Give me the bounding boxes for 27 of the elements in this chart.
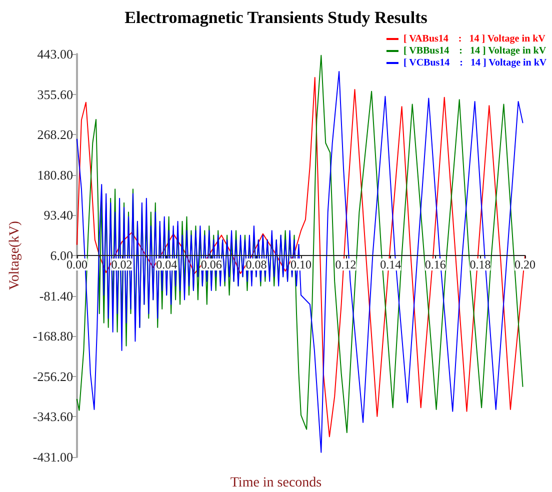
x-tick-label: 0.12 <box>335 258 356 272</box>
x-tick-label: 0.06 <box>200 258 222 272</box>
x-tick-label: 0.20 <box>514 258 536 272</box>
y-tick-label: -81.40 <box>39 288 73 304</box>
x-tick-label: 0.16 <box>424 258 446 272</box>
y-tick-label: 180.80 <box>37 167 73 182</box>
x-tick-label: 0.10 <box>290 258 312 272</box>
y-tick-label: 355.60 <box>37 86 73 102</box>
y-tick-label: 268.20 <box>37 127 73 142</box>
y-axis-title: Voltage(kV) <box>8 220 22 290</box>
y-tick-label: 93.40 <box>44 208 73 223</box>
x-tick-label: 0.00 <box>66 258 88 272</box>
x-tick-label: 0.08 <box>246 258 267 272</box>
x-tick-label: 0.14 <box>380 258 402 272</box>
x-tick-label: 0.02 <box>111 258 132 272</box>
legend-label: [ VBBus14 : 14 ] Voltage in kV <box>403 46 547 56</box>
chart-title: Electromagnetic Transients Study Results <box>124 8 428 27</box>
x-tick-label: 0.18 <box>470 258 491 272</box>
y-tick-label: -256.20 <box>32 368 73 384</box>
y-tick-label: 443.00 <box>37 46 73 62</box>
legend-label: [ VCBus14 : 14 ] Voltage in kV <box>403 58 548 68</box>
y-tick-label: -168.80 <box>32 328 73 344</box>
legend-label: [ VABus14 : 14 ] Voltage in kV <box>403 34 546 44</box>
x-tick-label: 0.04 <box>156 258 178 272</box>
y-tick-label: -343.60 <box>32 409 73 424</box>
x-axis-title: Time in seconds <box>230 476 322 490</box>
y-tick-label: -431.00 <box>32 450 73 464</box>
